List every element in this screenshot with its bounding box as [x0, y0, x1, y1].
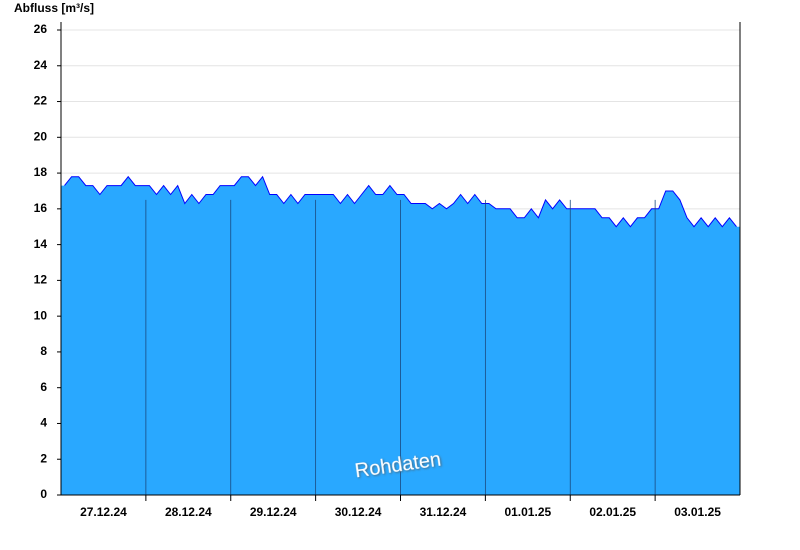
y-tick-label: 4: [40, 416, 47, 430]
y-tick-label: 12: [34, 273, 48, 287]
x-tick-label: 03.01.25: [674, 505, 721, 519]
x-tick-label: 29.12.24: [250, 505, 297, 519]
y-tick-label: 8: [40, 344, 47, 358]
line: [64, 175, 737, 228]
y-tick-label: 10: [34, 308, 48, 322]
y-tick-label: 24: [34, 58, 48, 72]
x-tick-label: 27.12.24: [80, 505, 127, 519]
y-tick-label: 0: [40, 487, 47, 501]
x-tick-label: 30.12.24: [335, 505, 382, 519]
y-tick-label: 16: [34, 201, 48, 215]
x-tick-label: 01.01.25: [504, 505, 551, 519]
y-tick-label: 22: [34, 94, 48, 108]
y-tick-label: 18: [34, 165, 48, 179]
x-tick-label: 02.01.25: [589, 505, 636, 519]
x-tick-label: 31.12.24: [420, 505, 467, 519]
y-tick-label: 2: [40, 451, 47, 465]
y-tick-label: 6: [40, 380, 47, 394]
y-tick-label: 20: [34, 129, 48, 143]
y-tick-label: 14: [34, 237, 48, 251]
y-axis-label: Abfluss [m³/s]: [14, 1, 94, 15]
x-tick-label: 28.12.24: [165, 505, 212, 519]
y-tick-label: 26: [34, 22, 48, 36]
